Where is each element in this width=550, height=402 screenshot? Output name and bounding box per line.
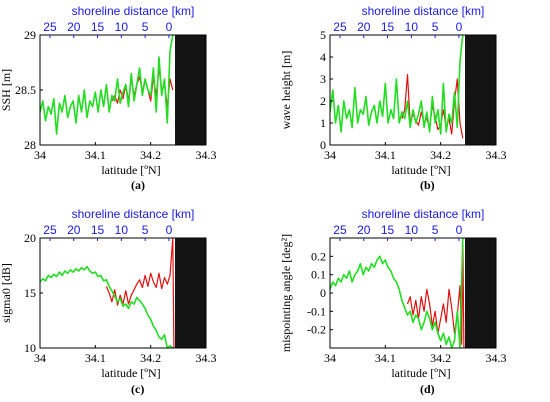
top-tick-label-a: 25 [43, 20, 57, 34]
top-tick-label-d: 25 [333, 223, 347, 237]
series-line-d-green [330, 238, 464, 348]
top-tick-label-d: 10 [405, 223, 419, 237]
panel-a: 34 34.1 34.2 34.3 28 28.5 29 25 20 15 10 5 0 shorelin… [0, 4, 217, 177]
y-tick-label-b: 5 [320, 28, 326, 42]
y-tick-label-b: 1 [320, 116, 326, 130]
top-tick-label-a: 10 [115, 20, 129, 34]
x-tick-label-b: 34.1 [375, 148, 396, 162]
y-tick-label-b: 4 [320, 50, 326, 64]
series-line-c-red [105, 238, 175, 348]
x-tick-label-b: 34 [324, 148, 336, 162]
shore-fill-d [465, 238, 496, 348]
top-tick-label-c: 15 [91, 223, 105, 237]
top-tick-label-c: 20 [67, 223, 81, 237]
axes-frame-b [329, 34, 497, 146]
top-tick-label-d: 15 [381, 223, 395, 237]
y-axis-label-d: mispointing angle [deg²] [279, 234, 293, 352]
y-tick-label-d: 0.2 [311, 249, 326, 263]
top-tick-label-a: 15 [91, 20, 105, 34]
y-axis-label-b: wave height [m] [279, 51, 293, 130]
series-line-b-green [330, 35, 464, 135]
top-tick-label-a: 5 [142, 20, 149, 34]
y-tick-label-a: 29 [24, 28, 36, 42]
x-tick-label-b: 34.2 [430, 148, 451, 162]
y-tick-label-c: 20 [24, 231, 36, 245]
top-tick-label-d: 0 [456, 223, 463, 237]
panel-label-a: (a) [131, 178, 145, 192]
y-tick-label-d: 0 [320, 286, 326, 300]
top-tick-label-b: 20 [357, 20, 371, 34]
x-tick-label-b: 34.3 [486, 148, 507, 162]
y-axis-label-a: SSH [m] [0, 69, 13, 111]
panel-d: 34 34.1 34.2 34.3 -0.2 -0.1 0 0.1 0.2 25 20 15 10 5 0 s… [279, 207, 507, 380]
top-tick-label-c: 25 [43, 223, 57, 237]
x-tick-label-d: 34 [324, 351, 336, 365]
x-axis-label-b: latitude [ºN] [391, 163, 450, 177]
x-tick-label-d: 34.2 [430, 351, 451, 365]
x-tick-label-c: 34.3 [196, 351, 217, 365]
y-tick-label-b: 2 [320, 94, 326, 108]
top-tick-label-a: 20 [67, 20, 81, 34]
series-line-c-green [40, 265, 174, 348]
panel-label-d: (d) [420, 382, 435, 396]
x-tick-label-a: 34.2 [140, 148, 161, 162]
top-tick-label-c: 0 [166, 223, 173, 237]
top-tick-label-b: 10 [405, 20, 419, 34]
panel-c: 34 34.1 34.2 34.3 10 15 20 25 20 15 10 5 0 shoreline … [0, 207, 217, 380]
top-tick-label-b: 15 [381, 20, 395, 34]
top-tick-label-b: 5 [432, 20, 439, 34]
top-tick-label-c: 5 [142, 223, 149, 237]
x-tick-label-c: 34.2 [140, 351, 161, 365]
top-axis-label-d: shoreline distance [km] [362, 207, 485, 221]
x-axis-label-a: latitude [ºN] [101, 163, 160, 177]
top-tick-label-b: 25 [333, 20, 347, 34]
y-axis-label-c: sigma0 [dB] [0, 263, 13, 323]
top-tick-label-b: 0 [456, 20, 463, 34]
top-axis-label-a: shoreline distance [km] [72, 4, 195, 18]
x-tick-label-a: 34.3 [196, 148, 217, 162]
top-axis-label-c: shoreline distance [km] [72, 207, 195, 221]
top-tick-label-d: 20 [357, 223, 371, 237]
y-tick-label-d: -0.2 [307, 323, 326, 337]
x-tick-label-d: 34.3 [486, 351, 507, 365]
x-axis-label-d: latitude [ºN] [391, 366, 450, 380]
y-tick-label-c: 15 [24, 286, 36, 300]
x-tick-label-a: 34 [34, 148, 46, 162]
x-tick-label-d: 34.1 [375, 351, 396, 365]
panel-label-c: (c) [131, 382, 145, 396]
shore-fill-c [175, 238, 206, 348]
y-tick-label-d: 0.1 [311, 268, 326, 282]
x-axis-label-c: latitude [ºN] [101, 366, 160, 380]
y-tick-label-d: -0.1 [307, 304, 326, 318]
panel-label-b: (b) [420, 178, 435, 192]
y-tick-label-b: 3 [320, 72, 326, 86]
y-tick-label-a: 28 [24, 138, 36, 152]
y-tick-label-a: 28.5 [15, 83, 36, 97]
top-axis-label-b: shoreline distance [km] [362, 4, 485, 18]
x-tick-label-c: 34 [34, 351, 46, 365]
top-tick-label-c: 10 [115, 223, 129, 237]
shore-fill-b [465, 35, 496, 145]
y-tick-label-c: 10 [24, 341, 36, 355]
shore-fill-a [175, 35, 206, 145]
top-tick-label-a: 0 [166, 20, 173, 34]
y-tick-label-b: 0 [320, 138, 326, 152]
top-tick-label-d: 5 [432, 223, 439, 237]
x-tick-label-c: 34.1 [85, 351, 106, 365]
series-line-a-green [40, 35, 174, 135]
x-tick-label-a: 34.1 [85, 148, 106, 162]
